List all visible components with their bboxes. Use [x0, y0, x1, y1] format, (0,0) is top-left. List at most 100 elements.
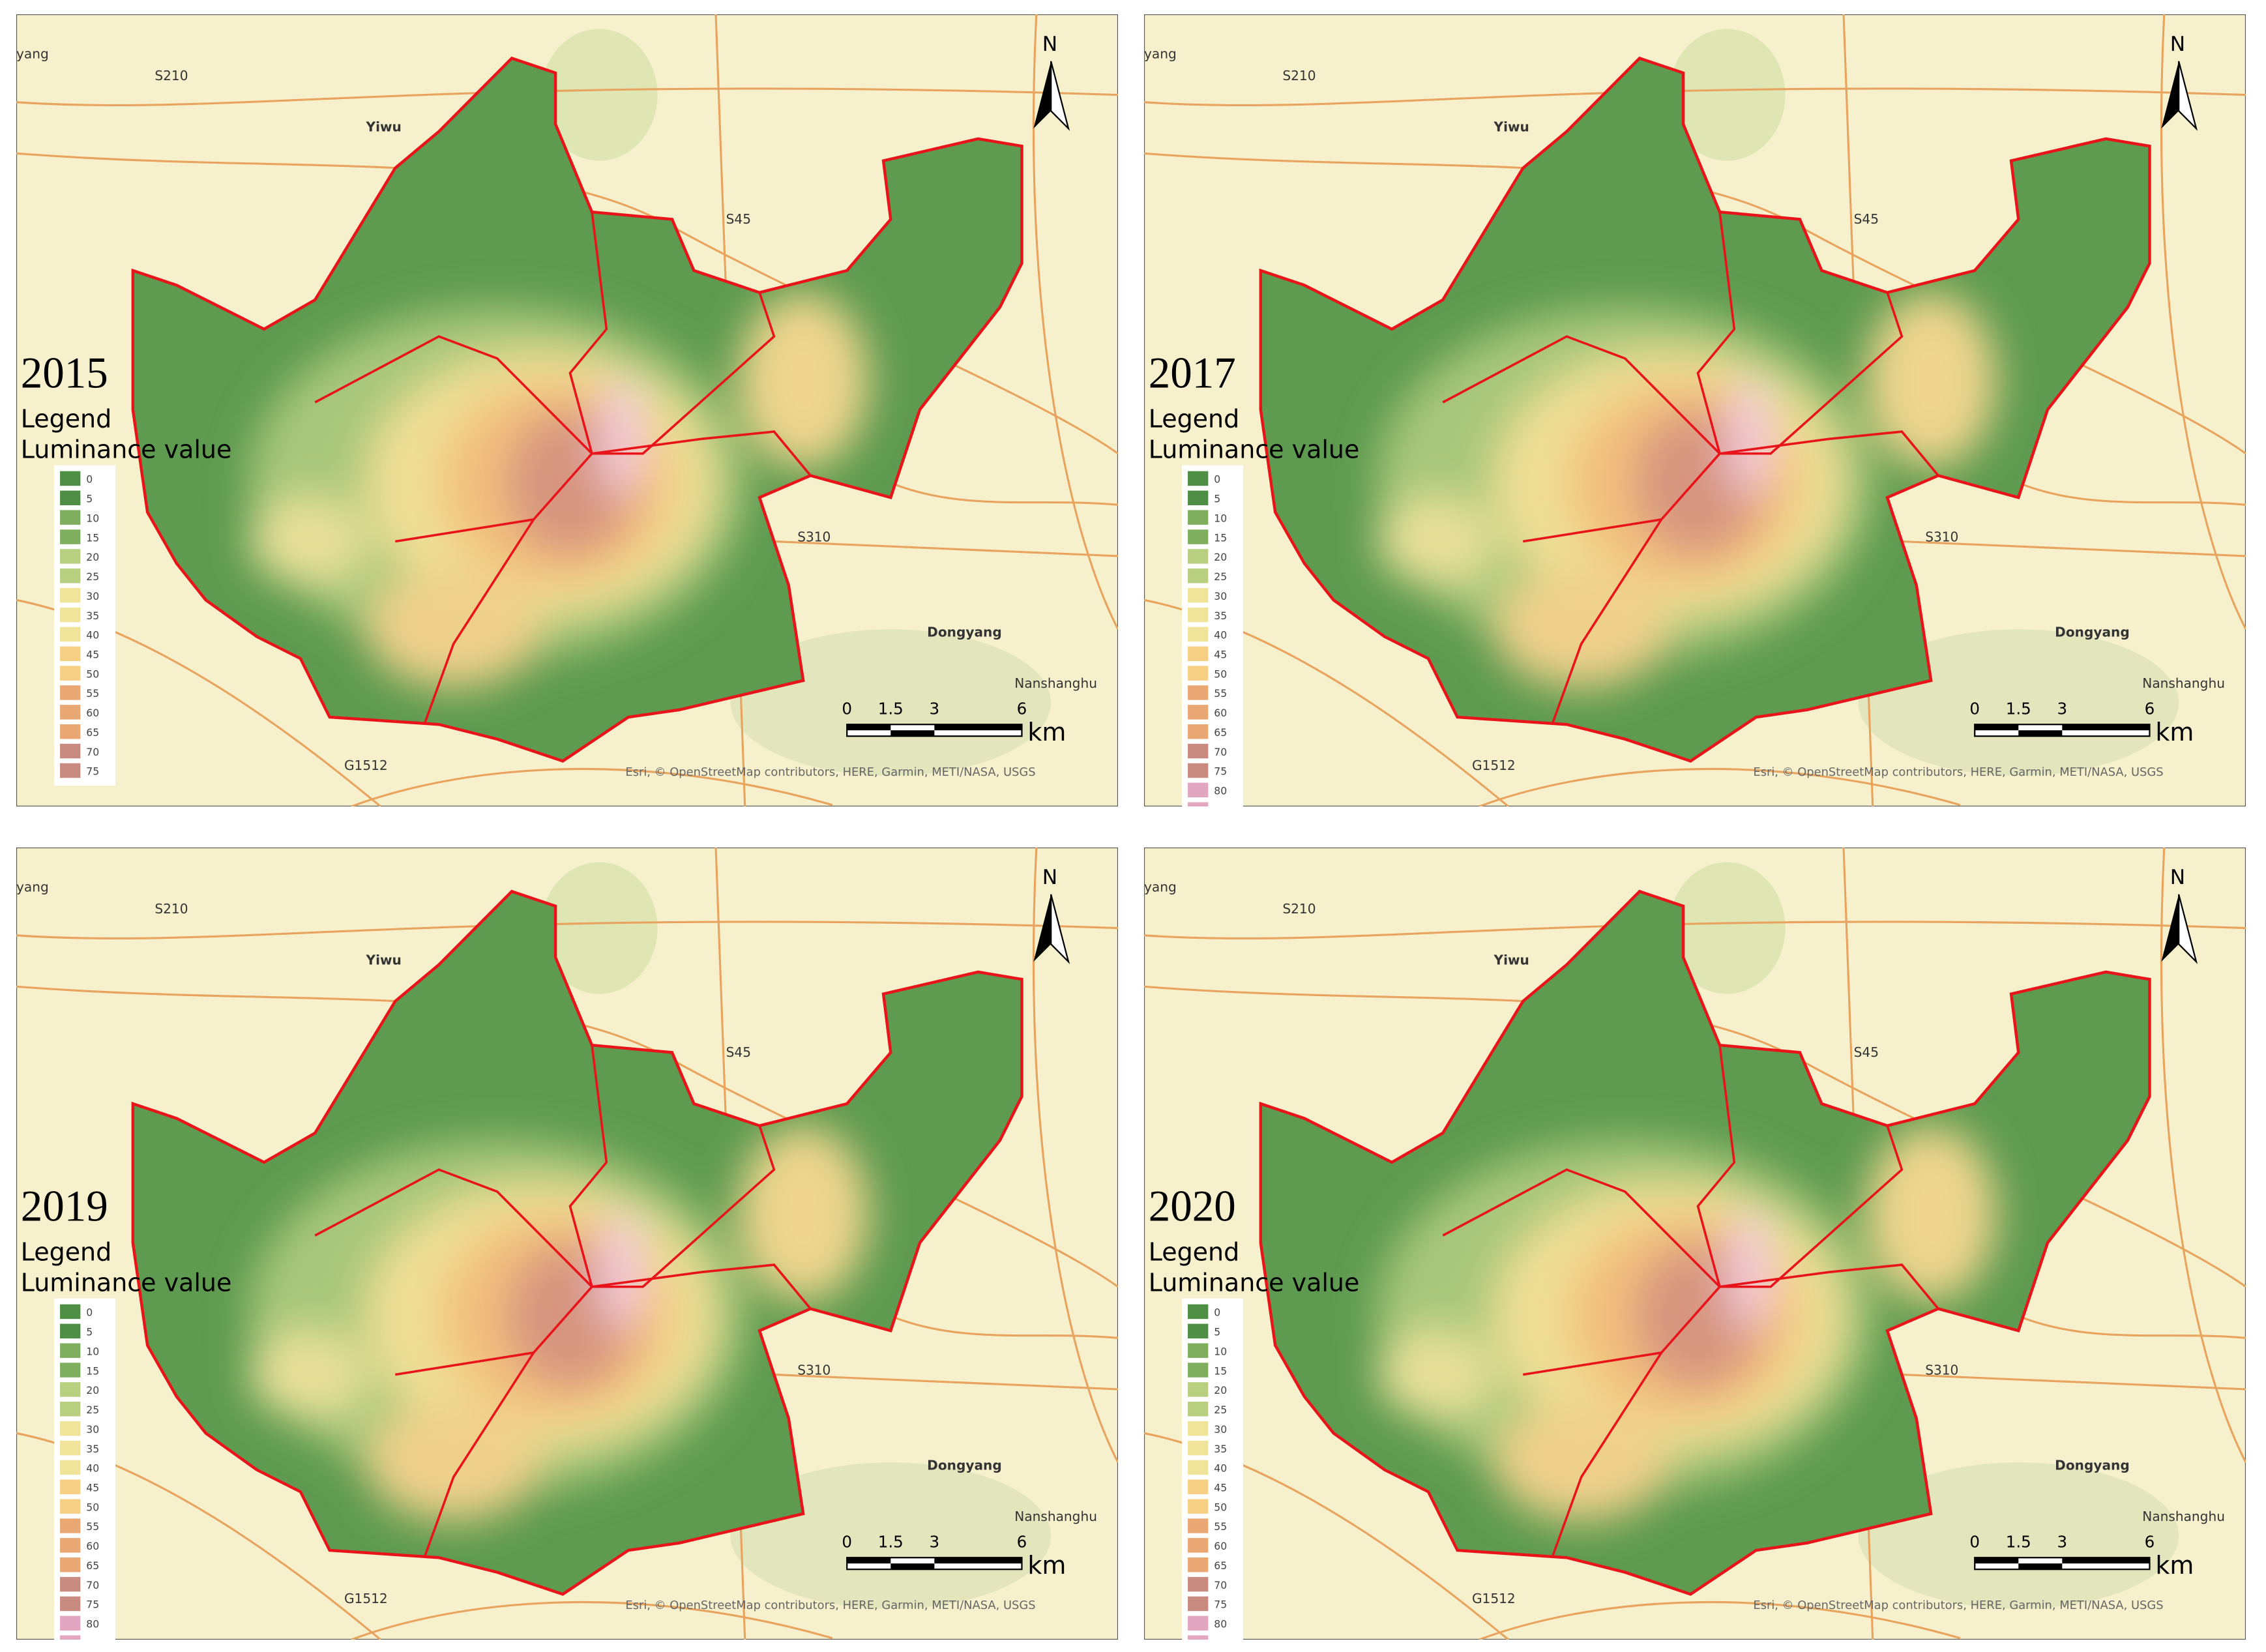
north-arrow: [1050, 894, 1070, 964]
place-label: S45: [1854, 1044, 1879, 1060]
park: [540, 29, 658, 161]
legend-swatch: [1188, 529, 1209, 544]
legend-swatch: [60, 743, 81, 759]
park: [1858, 629, 2179, 776]
legend-swatch: [60, 1499, 81, 1514]
legend-label: 65: [1214, 726, 1227, 739]
place-label: G1512: [344, 758, 388, 773]
attribution: Esri, © OpenStreetMap contributors, HERE…: [625, 1599, 1035, 1612]
legend-swatch: [60, 1440, 81, 1456]
scale-label: 0: [1969, 1532, 1980, 1551]
legend-title: Legend: [1149, 404, 1240, 433]
legend-swatch: [60, 1557, 81, 1572]
road: [1144, 921, 2246, 940]
road: [2160, 848, 2246, 1463]
legend-label: 45: [86, 648, 99, 660]
boundary: [591, 1263, 812, 1310]
legend-label: 15: [86, 1364, 99, 1377]
legend-swatch: [60, 568, 81, 583]
legend-label: 75: [86, 1599, 99, 1611]
scale-label: 6: [1017, 1532, 1027, 1551]
boundary: [314, 335, 593, 455]
legend-label: 20: [1214, 1384, 1227, 1396]
legend-label: 35: [1214, 610, 1227, 622]
boundary: [592, 292, 776, 455]
legend-label: 35: [86, 1443, 99, 1455]
legend-label: 5: [86, 493, 93, 505]
boundary: [1719, 1263, 1939, 1310]
scale-seg: [847, 724, 891, 731]
attribution: Esri, © OpenStreetMap contributors, HERE…: [1753, 765, 2163, 779]
park: [730, 1462, 1052, 1609]
scale-label: 3: [930, 1532, 940, 1551]
heat-blobs: [249, 1125, 869, 1522]
legend-label: 70: [1214, 1579, 1227, 1591]
legend-swatch: [1188, 646, 1209, 661]
legend-label: 50: [86, 1501, 99, 1513]
year-label: 2019: [21, 1182, 108, 1231]
heat-blob: [600, 380, 642, 498]
heat-blob: [737, 292, 869, 469]
legend-swatch: [60, 1343, 81, 1358]
heat-blob: [737, 1125, 869, 1302]
legend-swatch: [1188, 471, 1209, 486]
road: [774, 1373, 1118, 1391]
legend-swatch: [60, 510, 81, 525]
legend-label: 45: [1214, 1481, 1227, 1494]
place-label: Dongyang: [927, 624, 1002, 640]
place-label: S45: [726, 1044, 751, 1060]
legend-label: 80: [1214, 1618, 1227, 1630]
legend-swatch: [1188, 549, 1209, 564]
road: [2160, 14, 2246, 630]
legend-label: 15: [1214, 1364, 1227, 1377]
legend-label: 5: [1214, 493, 1220, 505]
legend-swatch: [1188, 763, 1209, 778]
boundary: [568, 1044, 608, 1288]
road: [1479, 767, 1961, 806]
legend-swatch: [1188, 587, 1209, 603]
heat-blob: [1494, 1404, 1669, 1522]
legend-label: 15: [1214, 531, 1227, 544]
road: [1144, 87, 2246, 107]
legend-label: 5: [1214, 1326, 1220, 1338]
legend-swatch: [1188, 1421, 1209, 1436]
boundary: [423, 1351, 535, 1558]
legend-label: 80: [1214, 785, 1227, 797]
heat-blob: [600, 1213, 642, 1331]
legend-swatch: [60, 1615, 81, 1631]
road: [890, 1315, 1118, 1339]
place-label: Nanshanghu: [2142, 1509, 2225, 1524]
park: [1668, 862, 1786, 994]
road: [16, 87, 1118, 107]
boundary: [568, 211, 608, 454]
legend-swatch: [60, 549, 81, 564]
scale-label: 3: [2057, 699, 2068, 718]
legend-swatch: [1188, 743, 1209, 759]
place-label: S45: [1854, 211, 1879, 227]
legend-swatch: [60, 1576, 81, 1592]
legend-label: 70: [86, 746, 99, 758]
heat-blob: [1865, 292, 1997, 469]
legend-swatch: [60, 666, 81, 681]
legend-subtitle: Luminance value: [21, 1268, 232, 1297]
road: [1902, 540, 2246, 557]
place-label: G1512: [344, 1591, 388, 1606]
map-panel: yang S210 Yiwu S45 S310 Dongyang Nanshanghu G15…: [16, 848, 1118, 1640]
place-label: S210: [154, 901, 188, 917]
place-label: Yiwu: [1494, 952, 1529, 968]
legend-label: 80: [86, 1618, 99, 1630]
road: [2018, 1315, 2246, 1339]
north-label: N: [1042, 33, 1057, 56]
legend-label: 30: [1214, 590, 1227, 602]
attribution: Esri, © OpenStreetMap contributors, HERE…: [1753, 1599, 2163, 1612]
legend-swatch: [60, 490, 81, 506]
heat-blob: [1865, 1125, 1997, 1302]
legend-swatch: [60, 1304, 81, 1320]
boundary: [1522, 1286, 1721, 1376]
scale-seg: [934, 724, 1022, 731]
legend-label: 50: [1214, 668, 1227, 680]
map-panel: yang S210 Yiwu S45 S310 Dongyang Nanshanghu G15…: [16, 14, 1118, 806]
scale-seg: [847, 1557, 891, 1564]
legend-swatch: [1188, 1382, 1209, 1397]
legend-label: 55: [1214, 687, 1227, 700]
